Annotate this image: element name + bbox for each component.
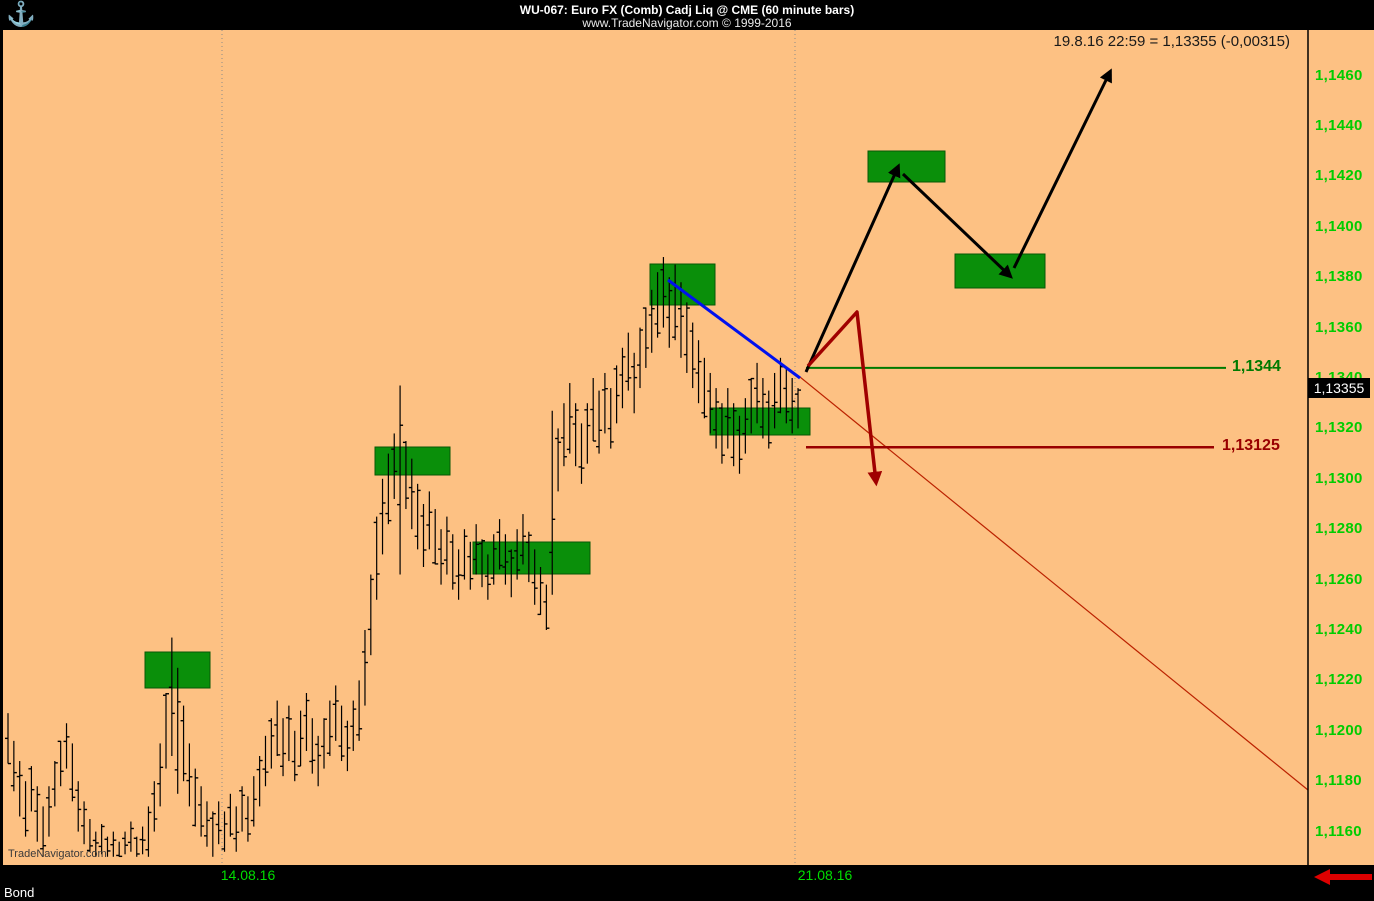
scroll-left-arrow-icon[interactable] bbox=[1314, 868, 1372, 886]
chart-canvas[interactable] bbox=[3, 30, 1374, 865]
cursor-price-readout: 19.8.16 22:59 = 1,13355 (-0,00315) bbox=[1053, 33, 1290, 50]
price-scale-label: 1,1180 bbox=[1315, 772, 1362, 790]
price-scale-label: 1,1260 bbox=[1315, 570, 1363, 588]
price-scale-label: 1,1400 bbox=[1315, 217, 1363, 235]
bond-label: Bond bbox=[4, 885, 35, 900]
price-scale-label: 1,1160 bbox=[1315, 822, 1362, 840]
date-label-1: 14.08.16 bbox=[220, 867, 276, 883]
current-price-value: 1,13355 bbox=[1313, 380, 1365, 397]
price-scale-label: 1,1240 bbox=[1315, 621, 1363, 638]
app-logo-icon[interactable]: ⚓ bbox=[6, 1, 36, 28]
price-scale-label: 1,1360 bbox=[1315, 318, 1363, 336]
chart-title: WU-067: Euro FX (Comb) Cadj Liq @ CME (6… bbox=[519, 3, 855, 17]
price-scale-label: 1,1440 bbox=[1315, 117, 1363, 134]
price-scale-label: 1,1220 bbox=[1315, 671, 1363, 689]
watermark: TradeNavigator.com bbox=[8, 848, 107, 860]
price-scale-label: 1,1420 bbox=[1315, 167, 1363, 185]
current-price-badge: 1,13355 bbox=[1308, 378, 1370, 399]
price-scale-label: 1,1300 bbox=[1315, 469, 1363, 487]
price-scale-label: 1,1200 bbox=[1315, 721, 1363, 739]
chart-subtitle: www.TradeNavigator.com © 1999-2016 bbox=[582, 16, 792, 30]
price-scale-label: 1,1380 bbox=[1315, 268, 1363, 286]
price-scale-label: 1,1460 bbox=[1315, 66, 1363, 84]
title-bar: ⚓ WU-067: Euro FX (Comb) Cadj Liq @ CME … bbox=[0, 0, 1374, 30]
price-scale-label: 1,1320 bbox=[1315, 419, 1363, 437]
level-label: 1,13125 bbox=[1222, 437, 1280, 455]
date-label-2: 21.08.16 bbox=[797, 867, 853, 883]
level-label: 1,1344 bbox=[1232, 357, 1281, 375]
time-axis: 14.08.16 21.08.16 Bond bbox=[0, 865, 1374, 901]
price-scale-label: 1,1280 bbox=[1315, 520, 1363, 538]
